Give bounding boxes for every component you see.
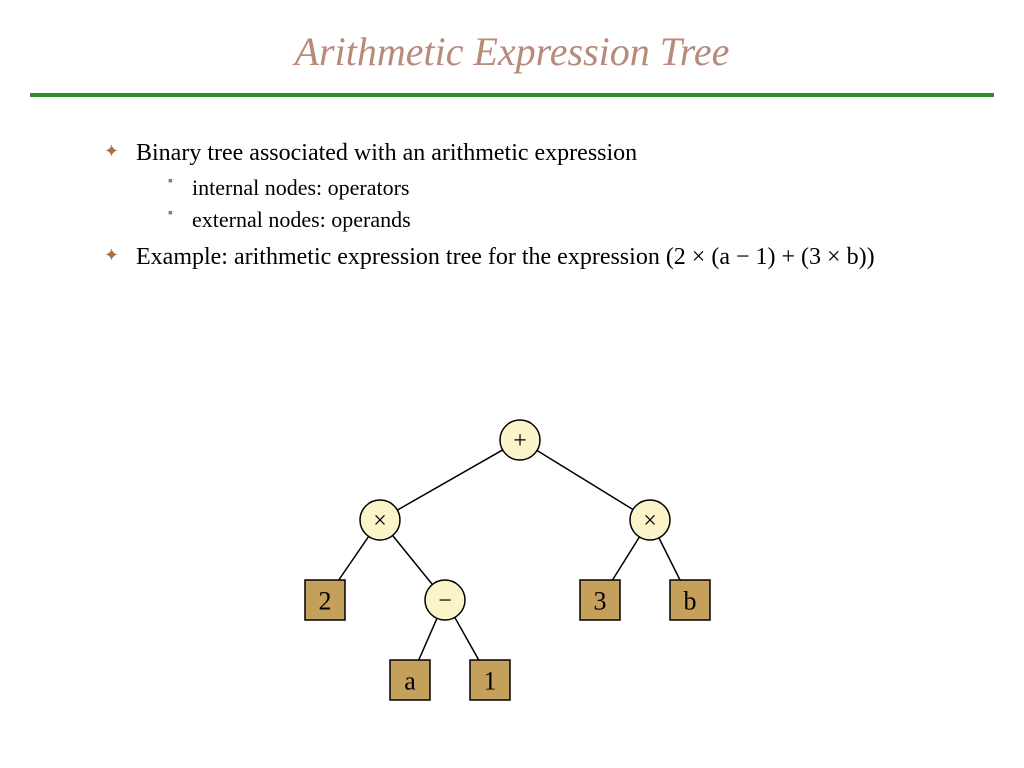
node-label: × xyxy=(373,508,387,534)
operand-node xyxy=(305,580,345,620)
operator-node xyxy=(630,500,670,540)
tree-svg: + × × 2 − 3 b a 1 xyxy=(270,410,750,730)
bullet-item: Binary tree associated with an arithmeti… xyxy=(100,137,944,235)
operator-node xyxy=(360,500,400,540)
tree-edge xyxy=(339,536,369,580)
slide: Arithmetic Expression Tree Binary tree a… xyxy=(0,0,1024,768)
operand-node xyxy=(580,580,620,620)
slide-body: Binary tree associated with an arithmeti… xyxy=(0,97,1024,273)
node-label: 1 xyxy=(484,667,497,696)
tree-edge xyxy=(613,537,640,580)
node-label: a xyxy=(404,667,416,696)
tree-edge xyxy=(419,618,437,660)
tree-edge xyxy=(397,450,502,510)
bullet-text: Binary tree associated with an arithmeti… xyxy=(136,140,637,166)
tree-edge xyxy=(659,538,680,580)
operand-node xyxy=(470,660,510,700)
bullet-text: Example: arithmetic expression tree for … xyxy=(136,244,875,270)
bullet-list: Binary tree associated with an arithmeti… xyxy=(100,137,944,273)
tree-edge xyxy=(455,617,479,660)
node-label: × xyxy=(643,508,657,534)
bullet-item: Example: arithmetic expression tree for … xyxy=(100,241,944,273)
node-label: 2 xyxy=(319,587,332,616)
operator-node xyxy=(425,580,465,620)
sub-bullet-list: internal nodes: operatorsexternal nodes:… xyxy=(136,173,944,234)
tree-edge xyxy=(537,450,633,509)
sub-bullet-item: external nodes: operands xyxy=(166,205,944,235)
operand-node xyxy=(670,580,710,620)
node-label: b xyxy=(684,587,697,616)
sub-bullet-item: internal nodes: operators xyxy=(166,173,944,203)
node-label: 3 xyxy=(594,587,607,616)
node-label: − xyxy=(438,588,452,614)
operator-node xyxy=(500,420,540,460)
node-label: + xyxy=(513,428,527,454)
operand-node xyxy=(390,660,430,700)
slide-title: Arithmetic Expression Tree xyxy=(0,0,1024,93)
tree-edge xyxy=(393,536,433,585)
